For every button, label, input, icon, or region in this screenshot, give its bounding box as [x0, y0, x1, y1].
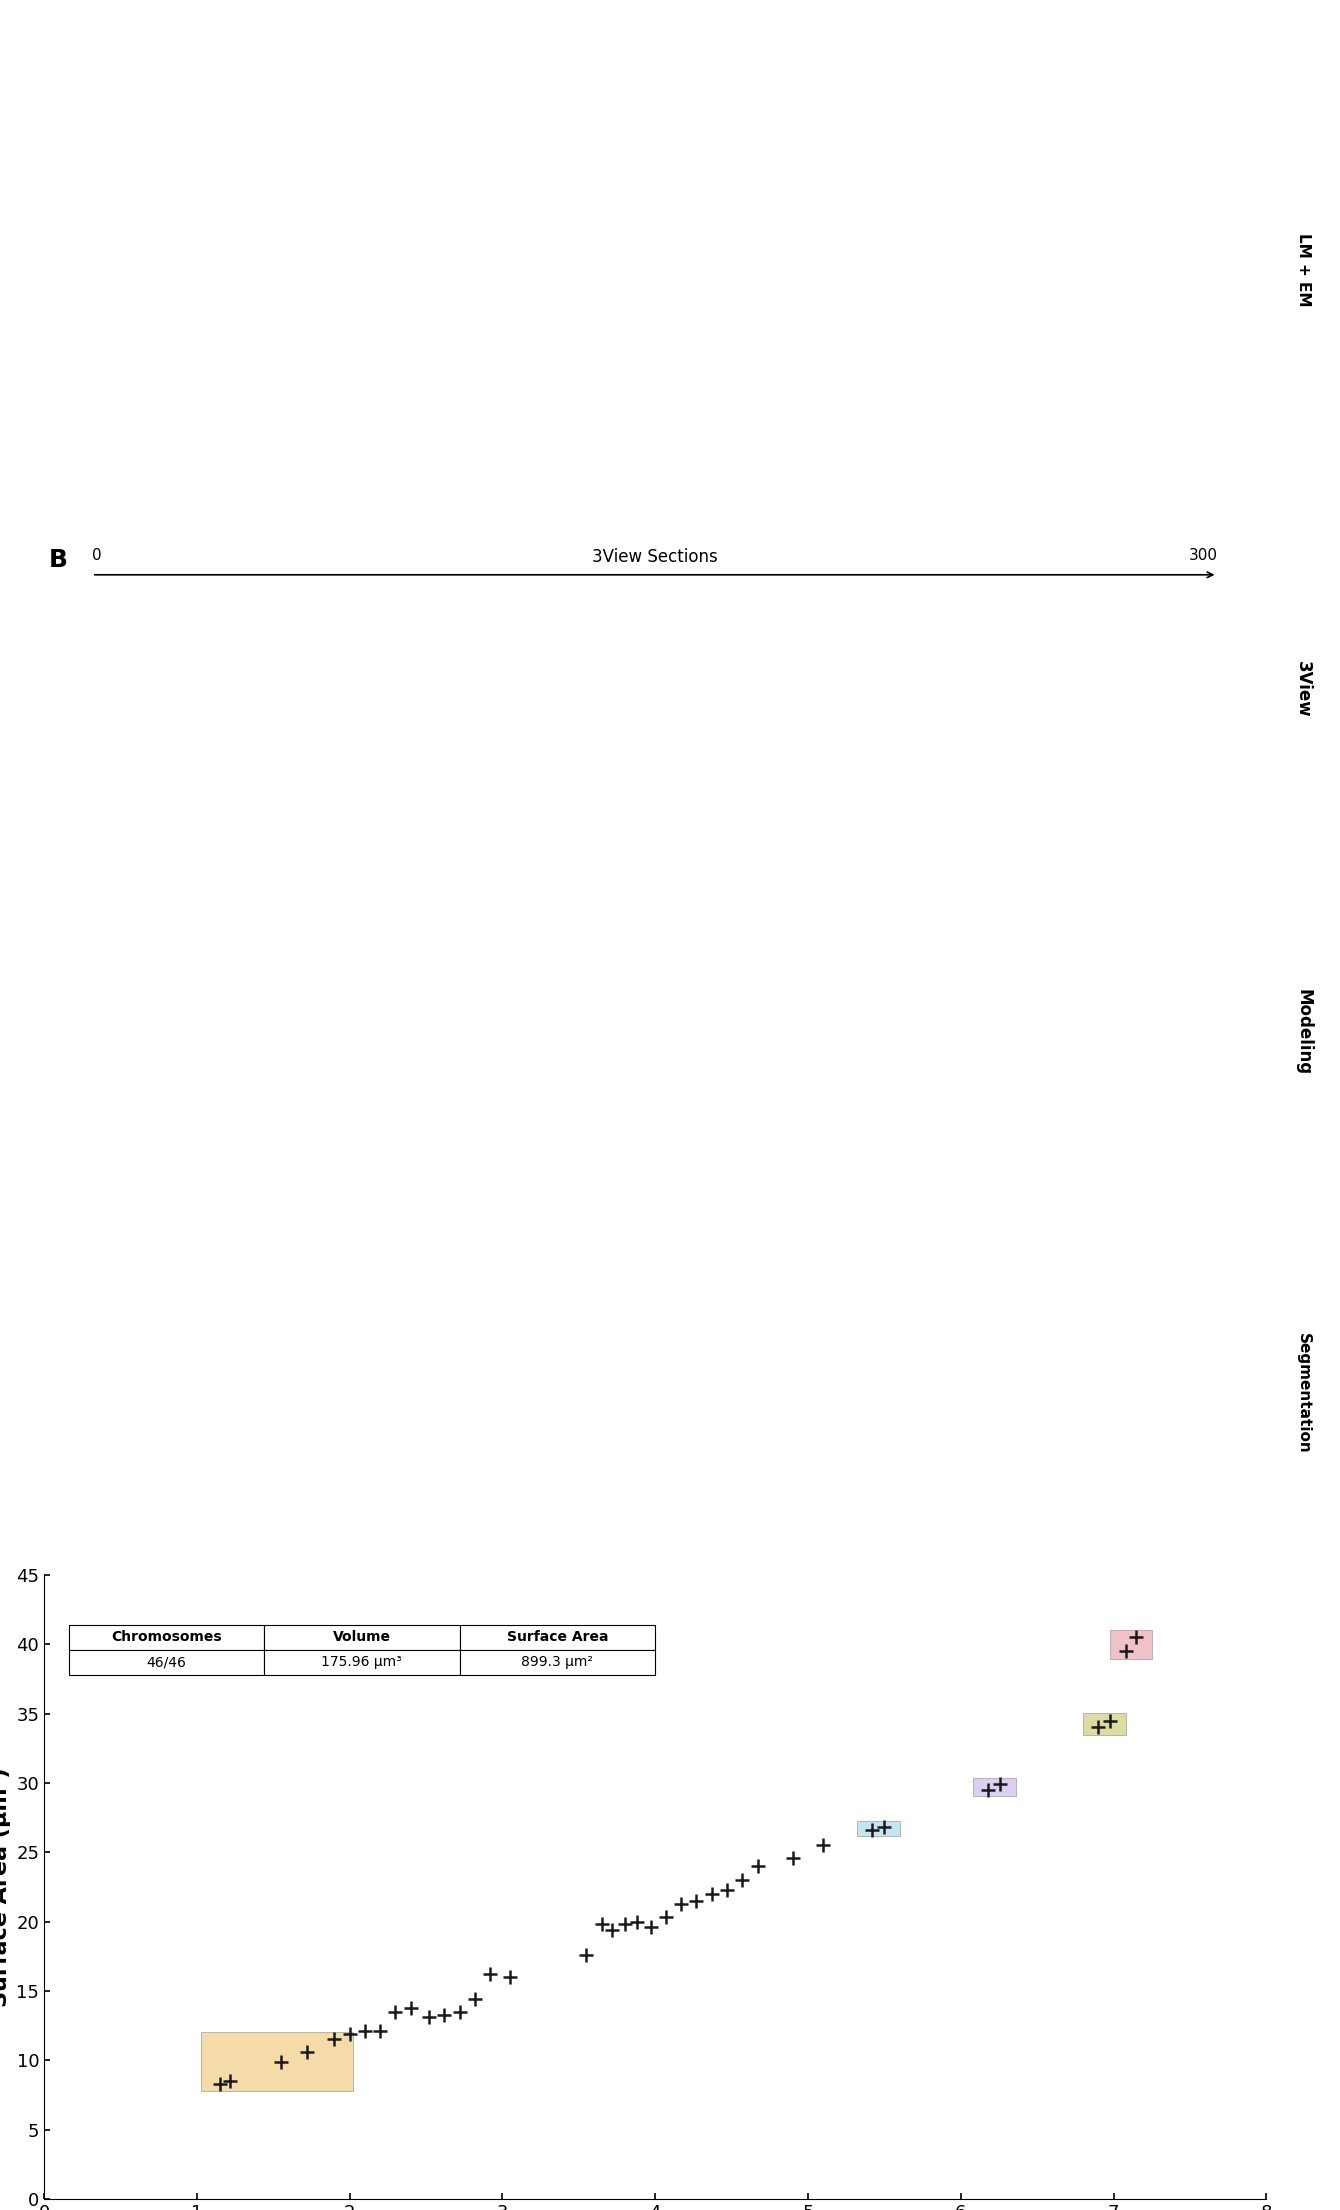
Y-axis label: Surface Area (μm²): Surface Area (μm²): [0, 1768, 11, 2007]
Point: [812, 1828, 833, 1863]
Point: [209, 2066, 230, 2102]
FancyBboxPatch shape: [1083, 1713, 1126, 1735]
Text: 3View Sections: 3View Sections: [592, 548, 717, 566]
Point: [370, 2013, 391, 2049]
Point: [449, 1993, 470, 2029]
Point: [614, 1907, 635, 1943]
Point: [591, 1907, 612, 1943]
FancyBboxPatch shape: [201, 2031, 352, 2091]
Point: [271, 2044, 292, 2080]
Point: [464, 1982, 485, 2018]
Text: LM + EM: LM + EM: [1296, 232, 1311, 307]
Text: B: B: [50, 548, 68, 572]
Text: 3View: 3View: [1294, 661, 1312, 718]
Point: [602, 1912, 623, 1947]
Point: [1088, 1711, 1110, 1746]
Text: Segmentation: Segmentation: [1296, 1333, 1311, 1454]
Point: [220, 2064, 241, 2100]
Point: [862, 1812, 883, 1848]
Point: [418, 2000, 440, 2035]
Point: [874, 1810, 895, 1845]
Point: [641, 1909, 662, 1945]
Text: 0: 0: [92, 548, 102, 564]
Text: D: D: [50, 1233, 70, 1257]
Point: [686, 1883, 708, 1918]
Point: [978, 1772, 1000, 1808]
Point: [626, 1905, 647, 1940]
Point: [732, 1863, 753, 1898]
FancyBboxPatch shape: [1111, 1629, 1151, 1660]
Point: [1100, 1704, 1122, 1739]
Point: [1126, 1620, 1147, 1655]
Point: [670, 1885, 691, 1920]
FancyBboxPatch shape: [973, 1779, 1016, 1797]
Point: [655, 1901, 677, 1936]
Point: [717, 1872, 738, 1907]
Point: [401, 1989, 422, 2024]
Point: [746, 1848, 768, 1883]
Point: [296, 2033, 318, 2069]
Point: [576, 1938, 598, 1974]
Point: [324, 2022, 346, 2058]
Point: [701, 1876, 722, 1912]
Point: [339, 2016, 360, 2051]
Point: [783, 1841, 804, 1876]
Point: [500, 1960, 521, 1996]
Point: [434, 1998, 456, 2033]
Point: [990, 1766, 1012, 1801]
Text: 300: 300: [1189, 548, 1217, 564]
Text: A: A: [50, 27, 68, 51]
Text: C: C: [50, 862, 67, 886]
Point: [354, 2013, 375, 2049]
Point: [1115, 1633, 1136, 1669]
Point: [480, 1956, 501, 1991]
FancyBboxPatch shape: [856, 1821, 899, 1837]
Text: Modeling: Modeling: [1294, 988, 1312, 1074]
Point: [385, 1993, 406, 2029]
